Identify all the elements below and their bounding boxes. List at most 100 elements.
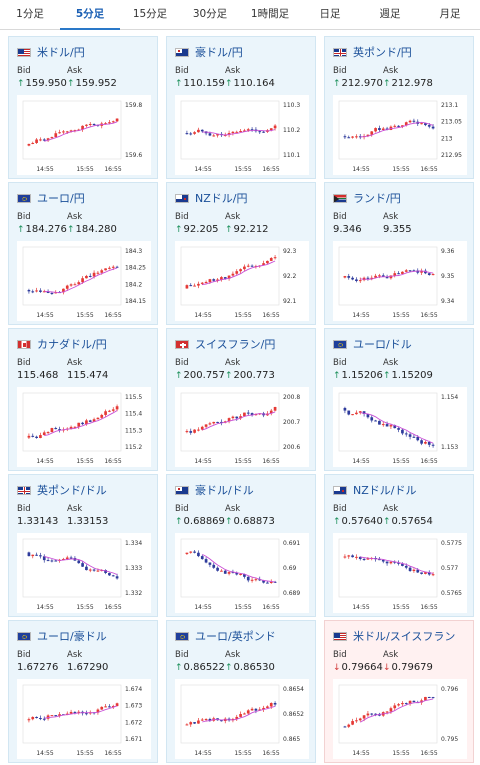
candle-up xyxy=(35,139,38,143)
candlestick-chart[interactable]: 110.3 110.2 110.1 14:55 15:55 16:55 xyxy=(175,95,309,175)
tab-1hour[interactable]: 1時間足 xyxy=(250,8,290,20)
candle-down xyxy=(246,412,250,414)
pair-name[interactable]: スイスフラン/円 xyxy=(195,338,276,351)
moving-average-line xyxy=(360,556,434,574)
candle-down xyxy=(362,558,366,560)
currency-card[interactable]: ユーロ/英ポンド Bid Ask ↑0.86522 ↑0.86530 0.8654 0.86… xyxy=(166,620,316,763)
bid-value-text: 1.33143 xyxy=(17,516,59,527)
pair-name[interactable]: 英ポンド/ドル xyxy=(37,484,107,497)
candlestick-chart[interactable]: 1.154 1.153 14:55 15:55 16:55 xyxy=(333,387,467,467)
candle-up xyxy=(193,132,196,134)
currency-card[interactable]: 米ドル/円 Bid Ask ↑159.950 ↑159.952 159.8 159.6 14:… xyxy=(8,36,158,179)
candle-up xyxy=(420,700,423,703)
candle-up xyxy=(355,136,358,138)
candle-up xyxy=(243,266,246,270)
pair-name[interactable]: NZドル/ドル xyxy=(353,484,417,497)
tab-30min[interactable]: 30分足 xyxy=(192,8,228,20)
plot-frame xyxy=(338,392,438,452)
candle-up xyxy=(81,125,84,130)
candle-up xyxy=(31,554,35,557)
currency-card[interactable]: 英ポンド/円 Bid Ask ↑212.970 ↑212.978 213.1 213.05 2… xyxy=(324,36,474,179)
ask-label: Ask xyxy=(383,650,399,660)
candle-up xyxy=(343,276,347,278)
pair-name[interactable]: 米ドル/スイスフラン xyxy=(353,630,456,643)
candle-up xyxy=(239,130,242,132)
pair-name[interactable]: ユーロ/英ポンド xyxy=(195,630,276,643)
candlestick-chart[interactable]: 1.674 1.673 1.672 1.671 14:55 15:55 16:55 xyxy=(17,679,151,759)
arrow-up-icon: ↑ xyxy=(225,517,233,527)
y-tick-label: 1.332 xyxy=(125,590,142,597)
currency-card[interactable]: 英ポンド/ドル Bid Ask 1.33143 1.33153 1.334 1.333 1.3… xyxy=(8,474,158,617)
pair-name[interactable]: ユーロ/円 xyxy=(37,192,85,205)
currency-card[interactable]: ユーロ/豪ドル Bid Ask 1.67276 1.67290 1.674 1.673 1.6… xyxy=(8,620,158,763)
candlestick-chart[interactable]: 1.334 1.333 1.332 14:55 15:55 16:55 xyxy=(17,533,151,613)
candlestick-chart[interactable]: 0.691 0.69 0.689 14:55 15:55 16:55 xyxy=(175,533,309,613)
candlestick-chart[interactable]: 9.36 9.35 9.34 14:55 15:55 16:55 xyxy=(333,241,467,321)
ask-value: 9.355 xyxy=(383,224,412,235)
bid-value: ↑1.15206 xyxy=(333,370,383,381)
currency-card[interactable]: ランド/円 Bid Ask 9.346 9.355 9.36 9.35 9.34 14:55 15… xyxy=(324,182,474,325)
pair-name[interactable]: NZドル/円 xyxy=(195,192,248,205)
candle-down xyxy=(31,291,35,293)
bid-value-text: 212.970 xyxy=(341,78,383,89)
candlestick-chart[interactable]: 0.8654 0.8652 0.865 14:55 15:55 16:55 xyxy=(175,679,309,759)
currency-card[interactable]: NZドル/円 Bid Ask ↑92.205 ↑92.212 92.3 92.2 92.1 14… xyxy=(166,182,316,325)
us-flag-icon xyxy=(17,47,31,57)
candle-up xyxy=(269,703,273,707)
pair-name[interactable]: 豪ドル/ドル xyxy=(195,484,254,497)
tab-5min[interactable]: 5分足 xyxy=(60,0,120,30)
candlestick-chart[interactable]: 92.3 92.2 92.1 14:55 15:55 16:55 xyxy=(175,241,309,321)
pair-name[interactable]: 豪ドル/円 xyxy=(195,46,243,59)
currency-card[interactable]: カナダドル/円 Bid Ask 115.468 115.474 115.5 115.4 115… xyxy=(8,328,158,471)
pair-name[interactable]: ランド/円 xyxy=(353,192,401,205)
candle-down xyxy=(424,123,427,126)
tab-daily[interactable]: 日足 xyxy=(319,8,341,20)
candle-down xyxy=(351,555,354,558)
candle-up xyxy=(27,435,31,438)
x-tick-label: 16:55 xyxy=(420,750,437,757)
currency-card[interactable]: スイスフラン/円 Bid Ask ↑200.757 ↑200.773 200.8 200.7… xyxy=(166,328,316,471)
currency-card[interactable]: ユーロ/ドル Bid Ask ↑1.15206 ↑1.15209 1.154 1.153 14… xyxy=(324,328,474,471)
candle-down xyxy=(216,567,219,571)
au-flag-icon xyxy=(175,47,189,57)
candle-down xyxy=(427,125,431,127)
tab-monthly[interactable]: 月足 xyxy=(439,8,461,20)
pair-name[interactable]: ユーロ/豪ドル xyxy=(37,630,107,643)
pair-name[interactable]: ユーロ/ドル xyxy=(353,338,412,351)
arrow-up-icon: ↑ xyxy=(175,517,183,527)
candle-down xyxy=(189,285,193,287)
currency-card[interactable]: 豪ドル/円 Bid Ask ↑110.159 ↑110.164 110.3 110.2 110… xyxy=(166,36,316,179)
candle-up xyxy=(50,715,54,717)
candlestick-chart[interactable]: 184.3 184.25 184.2 184.15 14:55 15:55 16:55 xyxy=(17,241,151,321)
candlestick-chart[interactable]: 0.796 0.795 14:55 15:55 16:55 xyxy=(333,679,467,759)
x-tick-label: 15:55 xyxy=(76,604,93,611)
candlestick-chart[interactable]: 213.1 213.05 213 212.95 14:55 15:55 16:55 xyxy=(333,95,467,175)
tab-1min[interactable]: 1分足 xyxy=(16,8,44,20)
bid-value: 1.67276 xyxy=(17,662,58,673)
candle-up xyxy=(85,420,88,425)
ch-flag-icon xyxy=(175,339,189,349)
y-tick-label: 0.8654 xyxy=(283,686,304,693)
currency-card[interactable]: ユーロ/円 Bid Ask ↑184.276 ↑184.280 184.3 184.25 18… xyxy=(8,182,158,325)
currency-card[interactable]: 豪ドル/ドル Bid Ask ↑0.68869 ↑0.68873 0.691 0.69 0.6… xyxy=(166,474,316,617)
x-tick-label: 14:55 xyxy=(194,458,211,465)
candlestick-chart[interactable]: 0.5775 0.577 0.5765 14:55 15:55 16:55 xyxy=(333,533,467,613)
pair-name[interactable]: カナダドル/円 xyxy=(37,338,107,351)
tab-weekly[interactable]: 週足 xyxy=(379,8,401,20)
candlestick-chart[interactable]: 115.5 115.4 115.3 115.2 14:55 15:55 16:55 xyxy=(17,387,151,467)
candle-down xyxy=(258,579,262,581)
candlestick-chart[interactable]: 159.8 159.6 14:55 15:55 16:55 xyxy=(17,95,151,175)
candlestick-chart[interactable]: 200.8 200.7 200.6 14:55 15:55 16:55 xyxy=(175,387,309,467)
y-tick-label: 0.691 xyxy=(283,540,300,547)
currency-card[interactable]: NZドル/ドル Bid Ask ↑0.57640 ↑0.57654 0.5775 0.577… xyxy=(324,474,474,617)
candle-up xyxy=(77,422,81,427)
candle-up xyxy=(208,423,212,425)
pair-name[interactable]: 英ポンド/円 xyxy=(353,46,412,59)
candle-up xyxy=(100,414,104,418)
tab-15min[interactable]: 15分足 xyxy=(132,8,168,20)
currency-card[interactable]: 米ドル/スイスフラン Bid Ask ↓0.79664 ↓0.79679 0.796 0.7… xyxy=(324,620,474,763)
candle-down xyxy=(54,560,58,562)
pair-name[interactable]: 米ドル/円 xyxy=(37,46,85,59)
candle-up xyxy=(424,572,427,574)
candle-up xyxy=(266,260,269,264)
